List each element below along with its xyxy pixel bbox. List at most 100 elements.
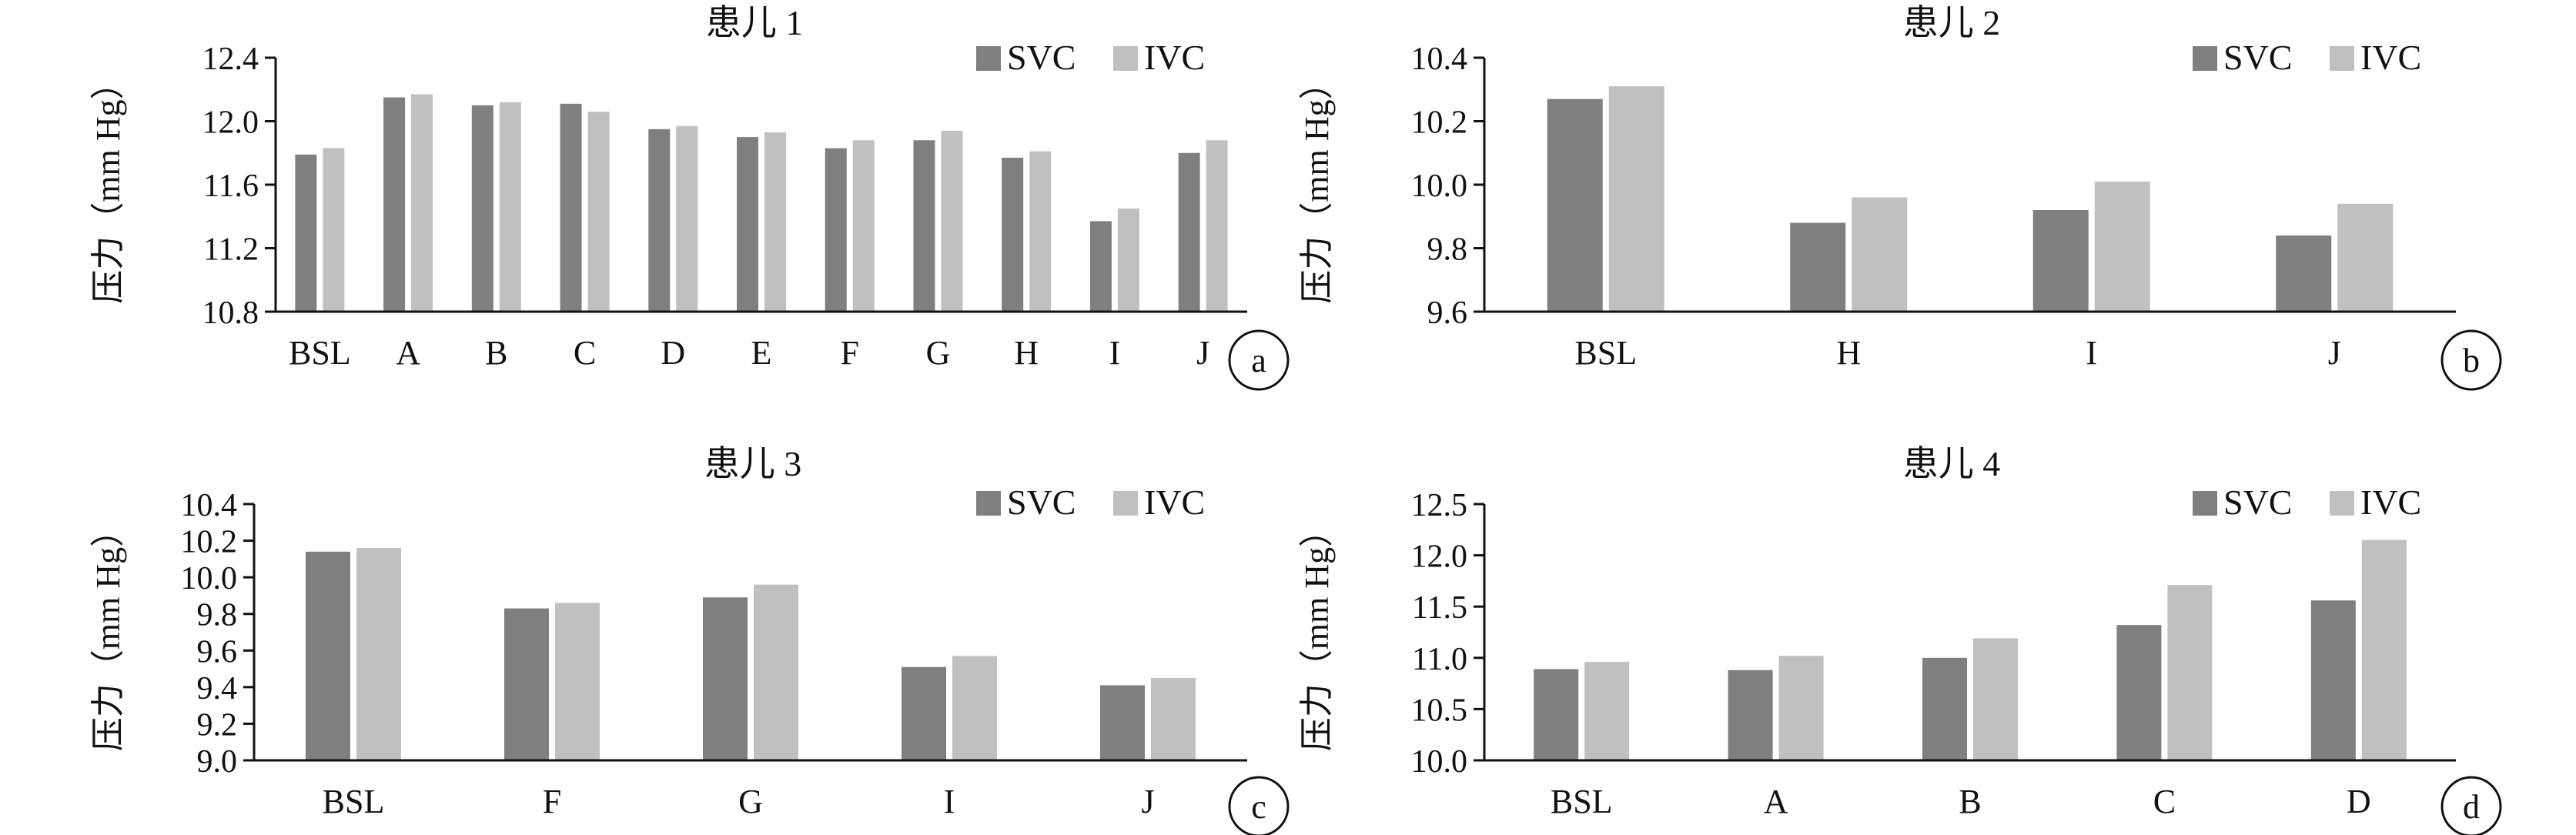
panel-label-circle [2441, 776, 2502, 835]
bar-ivc-d [676, 125, 698, 312]
legend-swatch-ivc [1113, 46, 1138, 71]
bar-svc-bsl [295, 154, 317, 312]
chart-panel-b: 患儿 2 压力（mm Hg） 9.6 9.8 10.0 10.2 10.4 BSL H I J SVC… [1298, 3, 2502, 391]
y-tick-label: 10.2 [181, 525, 238, 560]
bar-svc-a [383, 97, 406, 312]
legend-label-ivc: IVC [1144, 38, 1205, 77]
x-tick-label: A [1764, 783, 1788, 820]
legend-label-ivc: IVC [2360, 38, 2421, 77]
x-tick-label: B [485, 334, 507, 372]
bar-ivc-f [555, 603, 600, 760]
legend-swatch-ivc [1113, 491, 1138, 516]
y-tick-label: 10.0 [181, 561, 238, 596]
legend-swatch-svc [2193, 491, 2217, 516]
bar-ivc-h [1852, 197, 1908, 312]
bar-svc-j [1100, 685, 1145, 760]
x-tick-label: D [661, 334, 685, 372]
x-tick-label: BSL [323, 783, 385, 820]
panel-label-circle [2441, 329, 2502, 391]
x-tick-label: J [1141, 783, 1154, 820]
x-tick-label: BSL [1551, 783, 1613, 820]
x-tick-label: F [840, 334, 858, 372]
bar-ivc-j [1151, 677, 1196, 760]
y-tick-label: 10.5 [1411, 693, 1468, 728]
bar-ivc-bsl [1608, 86, 1664, 312]
bar-svc-h [1790, 222, 1846, 312]
x-tick-label: H [1014, 334, 1039, 372]
y-tick-label: 10.0 [1411, 169, 1468, 204]
bar-svc-a [1728, 670, 1773, 760]
x-tick-label: G [926, 334, 951, 372]
bar-svc-f [825, 148, 847, 312]
bar-svc-b [1922, 657, 1967, 760]
legend-swatch-svc [976, 491, 1001, 516]
y-tick-label: 9.8 [1427, 232, 1468, 268]
y-axis-label: 压力（mm Hg） [1298, 513, 1336, 751]
y-tick-label: 11.0 [1412, 642, 1467, 677]
y-tick-label: 10.8 [202, 296, 259, 331]
bar-ivc-g [941, 130, 963, 312]
bar-ivc-g [754, 584, 798, 760]
bar-ivc-bsl [1584, 662, 1630, 760]
bar-svc-j [2276, 235, 2332, 312]
y-axis-label: 压力（mm Hg） [89, 513, 127, 751]
legend-label-svc: SVC [1007, 38, 1076, 77]
bar-ivc-a [1778, 656, 1824, 760]
legend-label-svc: SVC [2223, 38, 2292, 77]
legend-swatch-svc [976, 46, 1001, 71]
bar-ivc-e [764, 132, 786, 312]
bar-svc-bsl [1534, 669, 1579, 760]
chart-title: 患儿 3 [704, 444, 802, 483]
y-axis-label: 压力（mm Hg） [1298, 65, 1336, 303]
bar-ivc-j [2337, 203, 2394, 312]
panel-label: b [2463, 342, 2480, 379]
bar-svc-h [1002, 157, 1024, 312]
y-tick-label: 9.0 [197, 744, 238, 780]
x-tick-label: E [751, 334, 772, 372]
x-tick-label: A [396, 334, 420, 372]
panel-label-circle [1228, 329, 1290, 391]
y-tick-label: 11.2 [203, 232, 259, 268]
bar-svc-bsl [306, 551, 350, 760]
y-tick-label: 12.4 [202, 42, 259, 77]
x-tick-label: I [1109, 334, 1121, 372]
legend-label-svc: SVC [2223, 483, 2292, 522]
y-tick-label: 9.2 [197, 707, 238, 743]
bar-svc-g [913, 140, 935, 312]
bar-svc-j [1178, 152, 1200, 312]
y-tick-label: 11.5 [1412, 590, 1467, 626]
chart-title: 患儿 4 [1903, 444, 2001, 483]
y-tick-label: 12.5 [1411, 488, 1468, 523]
y-tick-label: 9.4 [197, 671, 238, 706]
bar-svc-c [560, 103, 582, 312]
bar-ivc-a [411, 94, 433, 312]
bar-ivc-c [2167, 585, 2213, 760]
bar-svc-b [471, 105, 493, 312]
panel-label: d [2463, 788, 2480, 826]
y-tick-label: 12.0 [202, 105, 259, 141]
bar-ivc-bsl [356, 548, 401, 760]
bar-svc-e [737, 137, 758, 312]
x-tick-label: BSL [1574, 334, 1637, 372]
x-tick-label: I [2086, 334, 2097, 372]
x-tick-label: F [543, 783, 561, 820]
x-tick-label: C [574, 334, 596, 372]
y-tick-label: 11.6 [203, 169, 259, 204]
legend-swatch-ivc [2330, 46, 2354, 71]
bar-ivc-bsl [323, 148, 345, 312]
panel-label: a [1251, 342, 1266, 379]
bar-ivc-b [499, 102, 521, 312]
bar-svc-bsl [1547, 99, 1603, 312]
y-tick-label: 10.4 [181, 488, 238, 523]
legend-swatch-svc [2193, 46, 2217, 71]
x-tick-label: B [1959, 783, 1981, 820]
y-tick-label: 12.0 [1411, 539, 1468, 575]
bar-ivc-b [1973, 638, 2018, 760]
y-tick-label: 10.4 [1411, 42, 1468, 77]
bar-ivc-j [1206, 140, 1228, 312]
bar-svc-i [2032, 210, 2089, 312]
bar-ivc-d [2361, 539, 2407, 760]
bar-svc-i [902, 666, 946, 760]
legend-label-svc: SVC [1007, 483, 1076, 522]
